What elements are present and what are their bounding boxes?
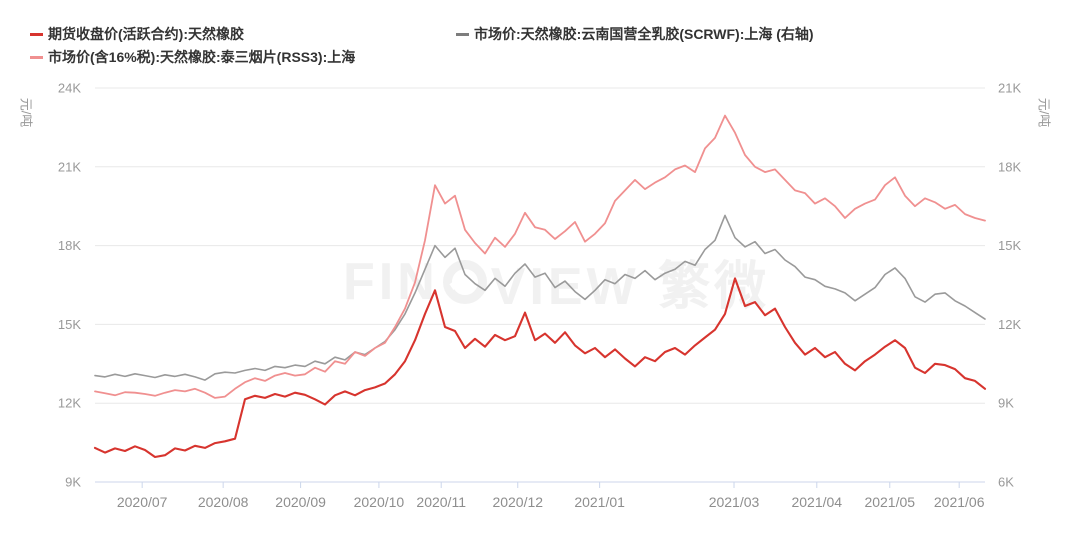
y-axis-label-right: 21K — [998, 81, 1021, 96]
legend-label: 市场价:天然橡胶:云南国营全乳胶(SCRWF):上海 (右轴) — [474, 26, 814, 42]
y-axis-label-left: 9K — [65, 475, 81, 490]
x-axis-label: 2020/10 — [354, 494, 405, 510]
y-axis-label-right: 9K — [998, 396, 1014, 411]
x-axis-label: 2020/09 — [275, 494, 326, 510]
x-axis-label: 2020/11 — [416, 494, 466, 510]
legend-item-rss3-shanghai[interactable]: 市场价(含16%税):天然橡胶:泰三烟片(RSS3):上海 — [30, 47, 355, 67]
series-line — [94, 114, 986, 399]
x-axis-label: 2021/06 — [934, 494, 985, 510]
x-axis-label: 2021/04 — [791, 494, 842, 510]
legend-dash-icon — [456, 32, 469, 36]
series-line — [94, 214, 986, 381]
legend-label: 期货收盘价(活跃合约):天然橡胶 — [48, 26, 244, 42]
series-line — [93, 277, 987, 459]
x-axis-label: 2021/01 — [574, 494, 625, 510]
y-axis-label-right: 15K — [998, 238, 1021, 253]
y-axis-label-left: 24K — [58, 81, 81, 96]
x-axis-label: 2021/05 — [864, 494, 915, 510]
legend-item-scrwf-shanghai[interactable]: 市场价:天然橡胶:云南国营全乳胶(SCRWF):上海 (右轴) — [456, 24, 814, 44]
y-axis-label-right: 6K — [998, 475, 1014, 490]
y-axis-label-left: 15K — [58, 317, 81, 332]
y-axis-label-left: 18K — [58, 238, 81, 253]
legend-label: 市场价(含16%税):天然橡胶:泰三烟片(RSS3):上海 — [48, 49, 356, 65]
y-axis-label-left: 21K — [58, 159, 81, 174]
x-axis-label: 2020/07 — [117, 494, 168, 510]
y-axis-label-right: 18K — [998, 159, 1021, 174]
y-axis-label-left: 12K — [58, 396, 81, 411]
legend-item-futures-close[interactable]: 期货收盘价(活跃合约):天然橡胶 — [30, 24, 244, 44]
legend-dash-icon — [30, 55, 43, 59]
watermark-ring-icon — [442, 259, 487, 304]
legend-dash-icon — [30, 32, 43, 36]
y-axis-label-right: 12K — [998, 317, 1021, 332]
x-axis-label: 2020/08 — [198, 494, 249, 510]
x-axis-label: 2020/12 — [492, 494, 543, 510]
x-axis-label: 2021/03 — [709, 494, 760, 510]
watermark-text-right: VIEW 繁微 — [490, 258, 771, 316]
